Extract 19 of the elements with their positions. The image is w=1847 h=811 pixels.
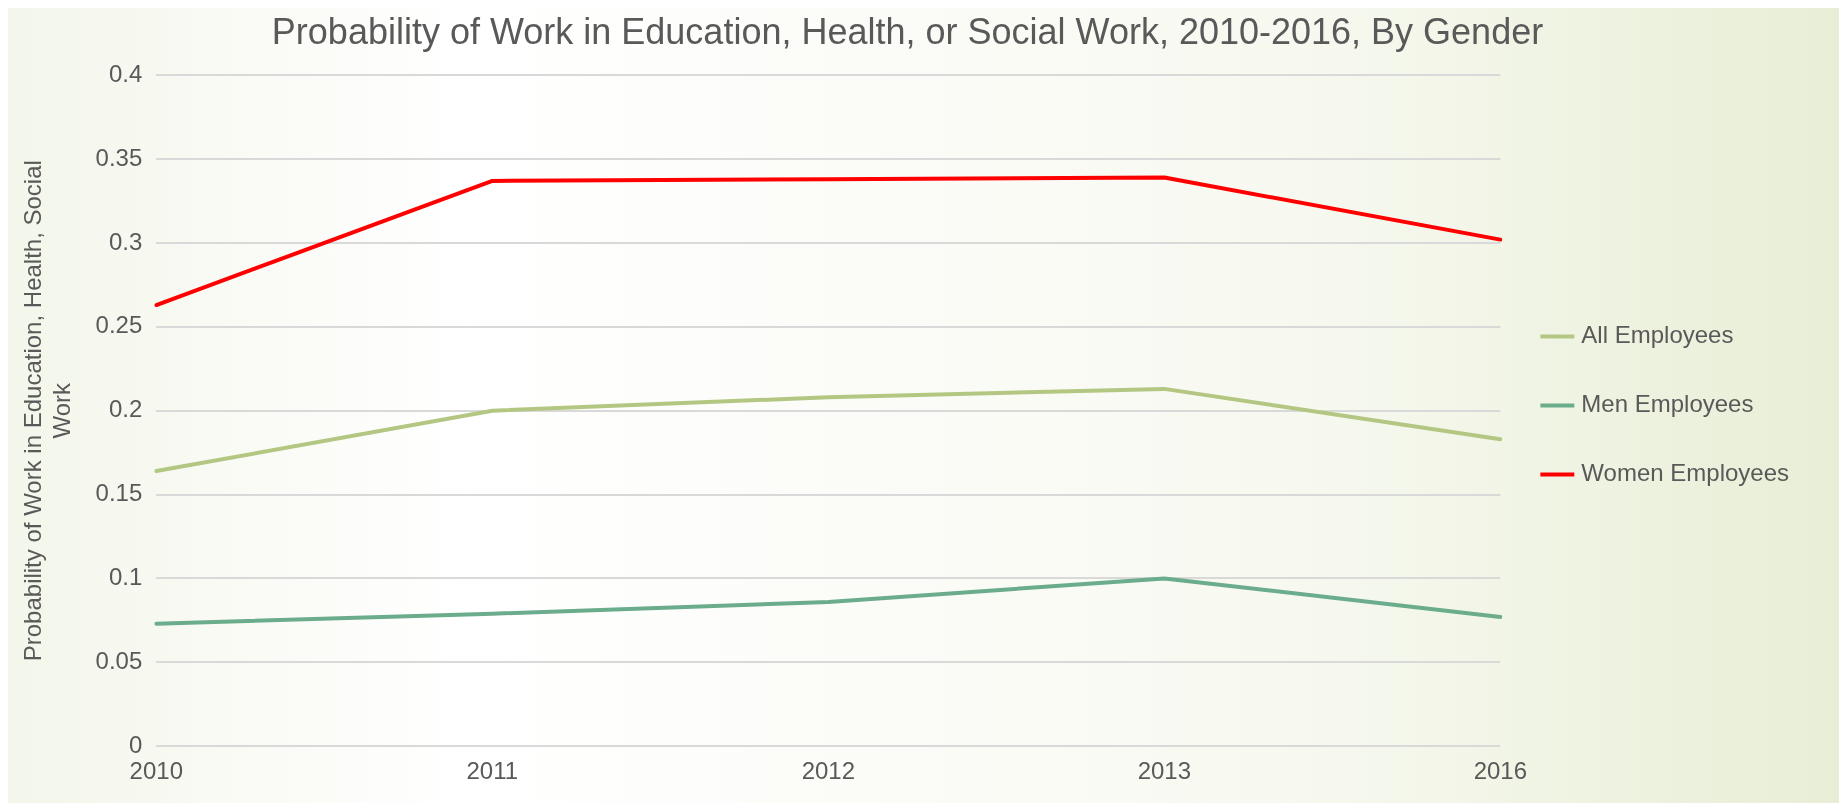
chart-title: Probability of Work in Education, Health, or Social Work, 2010-2016, By Gender <box>271 10 1544 52</box>
x-tick-label: 2012 <box>801 757 856 785</box>
y-tick-label: 0.4 <box>108 59 143 87</box>
y-tick-label: 0.15 <box>95 479 143 507</box>
y-tick-label: 0 <box>128 730 143 758</box>
x-tick-label: 2016 <box>1473 757 1528 785</box>
legend-label: All Employees <box>1581 321 1734 349</box>
y-tick-label: 0.3 <box>108 227 143 255</box>
legend-label: Women Employees <box>1581 459 1790 487</box>
x-tick-label: 2010 <box>129 757 184 785</box>
y-tick-label: 0.1 <box>108 563 143 591</box>
y-tick-label: 0.25 <box>95 311 143 339</box>
x-tick-label: 2013 <box>1137 757 1192 785</box>
y-tick-label: 0.2 <box>108 395 143 423</box>
x-tick-label: 2011 <box>466 757 519 785</box>
y-axis-title: Probability of Work in Education, Health, Social Work <box>19 160 75 662</box>
y-tick-label: 0.35 <box>95 143 143 171</box>
y-tick-label: 0.05 <box>95 646 143 674</box>
legend-label: Men Employees <box>1581 390 1754 418</box>
